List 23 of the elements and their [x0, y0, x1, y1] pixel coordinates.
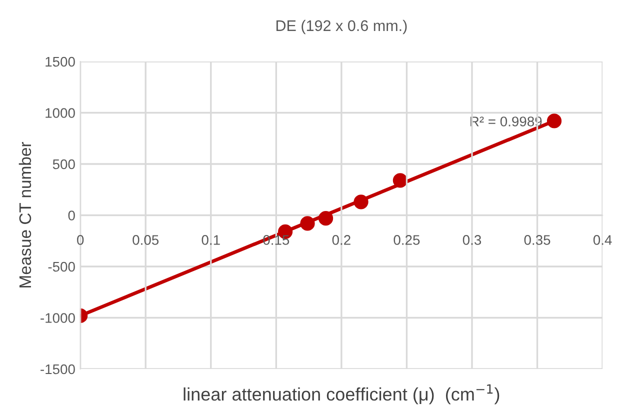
y-tick-label: 0 — [68, 210, 75, 220]
y-tick-label: -1500 — [40, 364, 75, 374]
y-tick-label: -1000 — [40, 313, 75, 323]
x-tick-label: 0 — [77, 235, 84, 245]
point — [546, 114, 562, 128]
y-axis-title: Measue CT number — [18, 142, 32, 288]
chart-title: DE (192 x 0.6 mm.) — [276, 20, 407, 34]
point — [300, 216, 315, 231]
y-tick-label: 1000 — [46, 108, 75, 118]
point — [318, 211, 334, 226]
x-axis-title: linear attenuation coefficient (μ) (cm$^{−1}$) — [184, 384, 500, 404]
x-tick-label: 0.05 — [132, 235, 159, 245]
y-tick-label: -500 — [48, 262, 75, 272]
x-tick-label: 0.3 — [462, 235, 482, 245]
point — [392, 173, 408, 188]
x-tick-label: 0.2 — [332, 235, 350, 245]
x-tick-label: 0.1 — [202, 235, 220, 245]
x-tick-label: 0.35 — [524, 235, 550, 245]
x-tick-label: 0.25 — [394, 235, 420, 245]
point — [354, 194, 368, 210]
y-tick-label: 500 — [52, 159, 75, 170]
x-tick-label: 0.4 — [593, 235, 612, 245]
y-tick-label: 1500 — [46, 56, 75, 67]
